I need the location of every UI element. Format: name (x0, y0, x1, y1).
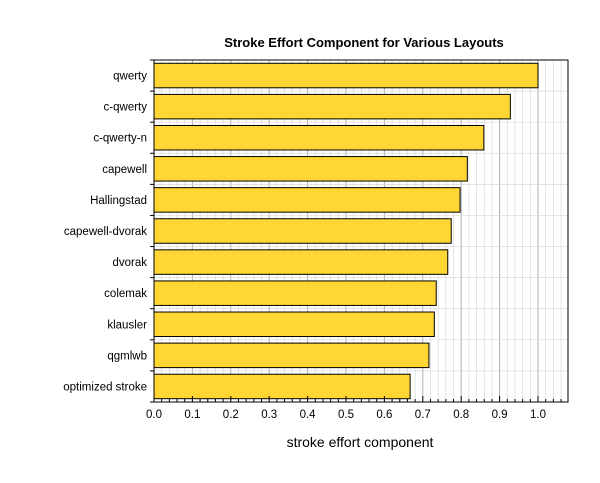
bar-capewell-dvorak (153, 218, 452, 244)
x-tick-label: 1.0 (530, 409, 546, 421)
bar-optimized-stroke (153, 373, 411, 400)
bar-c-qwerty (153, 93, 511, 120)
x-tick-label: 0.7 (415, 409, 431, 421)
bars (153, 62, 539, 400)
x-tick-label: 0.1 (184, 409, 200, 421)
bar-klausler (153, 311, 435, 338)
category-label: klausler (107, 319, 147, 331)
category-label: optimized stroke (63, 381, 147, 393)
bar-c-qwerty-n (153, 124, 485, 151)
category-labels: qwerty c-qwerty c-qwerty-n capewell Hallings… (63, 71, 147, 394)
bar-hallingstad (153, 187, 461, 213)
category-label: qwerty (113, 71, 147, 83)
bar-dvorak (153, 249, 449, 275)
x-tick-label: 0.6 (376, 409, 392, 421)
category-label: capewell (102, 164, 147, 176)
plot-frame (150, 59, 569, 403)
x-axis-title: stroke effort component (287, 434, 434, 450)
category-label: capewell-dvorak (64, 226, 147, 238)
chart-title: Stroke Effort Component for Various Layo… (224, 35, 504, 50)
x-tick-label: 0.5 (338, 409, 354, 421)
x-tick-label: 0.0 (146, 409, 162, 421)
x-tick-label: 0.9 (492, 409, 508, 421)
x-tick-label: 0.3 (261, 409, 277, 421)
category-label: dvorak (112, 257, 147, 269)
bar-qwerty (153, 62, 539, 89)
x-tick-label: 0.2 (223, 409, 239, 421)
bar-colemak (153, 280, 437, 306)
plot-border (153, 59, 569, 403)
bar-qgmlwb (153, 342, 430, 369)
x-tick-label: 0.8 (453, 409, 469, 421)
category-label: c-qwerty-n (93, 133, 147, 145)
category-label: c-qwerty (104, 102, 148, 114)
category-label: Hallingstad (90, 195, 147, 207)
x-tick-label: 0.4 (300, 409, 317, 421)
category-label: colemak (104, 288, 147, 300)
category-label: qgmlwb (107, 350, 147, 362)
bar-capewell (153, 156, 468, 182)
